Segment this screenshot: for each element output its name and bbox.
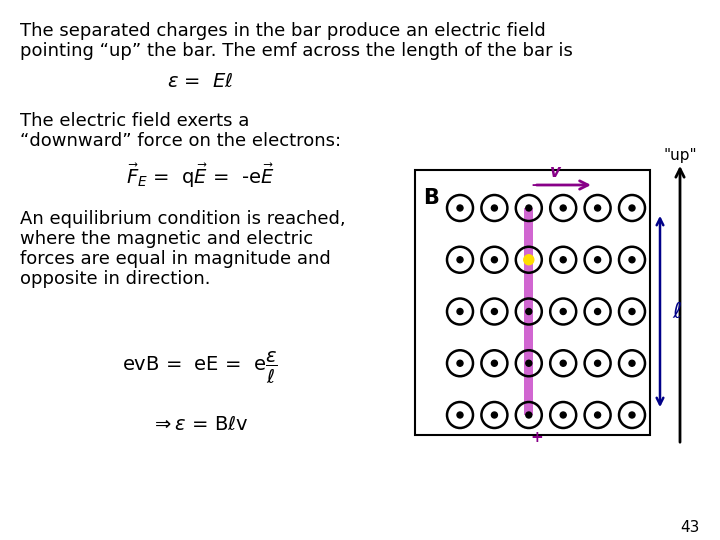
Circle shape	[595, 308, 600, 314]
Text: pointing “up” the bar. The emf across the length of the bar is: pointing “up” the bar. The emf across th…	[20, 42, 573, 60]
Bar	[415, 170, 650, 435]
Circle shape	[526, 256, 532, 263]
Circle shape	[629, 205, 635, 211]
Text: B: B	[423, 188, 439, 208]
Text: +: +	[531, 430, 544, 445]
Circle shape	[491, 205, 498, 211]
Circle shape	[457, 412, 463, 418]
Text: $\ell$: $\ell$	[672, 301, 682, 321]
Text: where the magnetic and electric: where the magnetic and electric	[20, 230, 313, 248]
Text: $\varepsilon$ =  E$\ell$: $\varepsilon$ = E$\ell$	[166, 72, 233, 91]
Text: An equilibrium condition is reached,: An equilibrium condition is reached,	[20, 210, 346, 228]
Text: $\vec{F}_E$ =  q$\vec{E}$ =  -e$\vec{E}$: $\vec{F}_E$ = q$\vec{E}$ = -e$\vec{E}$	[126, 162, 274, 190]
Circle shape	[629, 256, 635, 263]
Text: forces are equal in magnitude and: forces are equal in magnitude and	[20, 250, 330, 268]
Text: opposite in direction.: opposite in direction.	[20, 270, 210, 288]
Circle shape	[457, 360, 463, 366]
Circle shape	[491, 360, 498, 366]
Circle shape	[629, 308, 635, 314]
Text: The electric field exerts a: The electric field exerts a	[20, 112, 249, 130]
Circle shape	[629, 360, 635, 366]
Text: 43: 43	[680, 520, 700, 535]
Circle shape	[457, 205, 463, 211]
Circle shape	[595, 360, 600, 366]
Circle shape	[560, 308, 566, 314]
Circle shape	[629, 412, 635, 418]
Bar	[524, 208, 534, 415]
Circle shape	[457, 308, 463, 314]
Circle shape	[491, 256, 498, 263]
Circle shape	[491, 412, 498, 418]
Circle shape	[560, 256, 566, 263]
Text: evB =  eE =  e$\dfrac{\varepsilon}{\ell}$: evB = eE = e$\dfrac{\varepsilon}{\ell}$	[122, 350, 278, 386]
Circle shape	[595, 412, 600, 418]
Circle shape	[491, 308, 498, 314]
Circle shape	[457, 256, 463, 263]
Text: "up": "up"	[663, 148, 697, 163]
Text: −: −	[531, 178, 544, 193]
Text: $\Rightarrow\varepsilon$ = B$\ell$v: $\Rightarrow\varepsilon$ = B$\ell$v	[151, 415, 249, 434]
Circle shape	[523, 255, 534, 265]
Circle shape	[560, 412, 566, 418]
Circle shape	[595, 256, 600, 263]
Text: v: v	[550, 163, 561, 181]
Text: “downward” force on the electrons:: “downward” force on the electrons:	[20, 132, 341, 150]
Circle shape	[526, 205, 532, 211]
Circle shape	[526, 412, 532, 418]
Circle shape	[560, 205, 566, 211]
Circle shape	[526, 308, 532, 314]
Text: The separated charges in the bar produce an electric field: The separated charges in the bar produce…	[20, 22, 546, 40]
Circle shape	[595, 205, 600, 211]
Circle shape	[526, 360, 532, 366]
Circle shape	[560, 360, 566, 366]
